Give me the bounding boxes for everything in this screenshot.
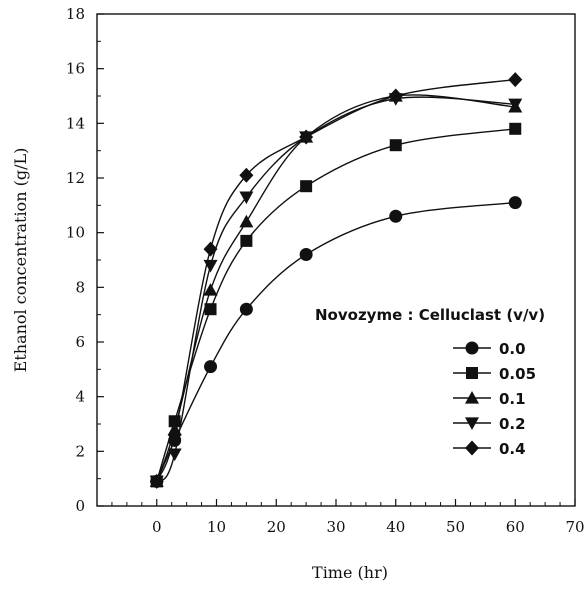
- x-axis-title: Time (hr): [312, 563, 388, 582]
- data-point-0.0: [508, 196, 522, 210]
- legend-marker-0.0: [465, 341, 479, 355]
- data-point-0.0: [389, 209, 403, 223]
- y-tick-label: 4: [75, 388, 85, 406]
- data-point-0.4: [508, 72, 523, 88]
- legend-title: Novozyme : Celluclast (v/v): [315, 306, 545, 324]
- legend-label-0.1: 0.1: [499, 390, 526, 408]
- data-point-0.4: [239, 167, 254, 183]
- y-axis-title: Ethanol concentration (g/L): [11, 148, 30, 373]
- legend-marker-0.2: [465, 417, 479, 430]
- series-line-0.4: [156, 78, 516, 482]
- x-tick-label: 50: [446, 518, 465, 536]
- data-point-0.0: [204, 360, 218, 374]
- y-tick-label: 10: [66, 224, 85, 242]
- axes: [96, 13, 576, 507]
- y-tick-label: 18: [66, 5, 85, 23]
- y-tick-label: 0: [75, 497, 85, 515]
- data-point-0.05: [389, 139, 402, 152]
- legend-label-0.2: 0.2: [499, 415, 526, 433]
- legend-label-0.05: 0.05: [499, 365, 536, 383]
- data-point-0.0: [239, 302, 253, 316]
- data-point-0.1: [239, 214, 254, 228]
- x-tick-label: 10: [207, 518, 226, 536]
- y-tick-label: 6: [75, 333, 85, 351]
- x-tick-label: 60: [506, 518, 525, 536]
- data-point-0.05: [168, 415, 181, 428]
- data-point-0.4: [388, 88, 403, 104]
- data-point-0.0: [299, 248, 313, 262]
- data-point-0.05: [240, 234, 253, 247]
- data-point-0.2: [167, 448, 182, 462]
- data-point-0.4: [299, 129, 314, 145]
- x-tick-label: 40: [386, 518, 405, 536]
- data-point-0.1: [203, 283, 218, 296]
- data-point-0.05: [300, 180, 313, 193]
- tick-labels: 0 10 20 30 40 50 60 70 0 2 4 6 8 10 12 14 16 18: [66, 5, 585, 536]
- data-point-0.2: [203, 259, 218, 273]
- legend-marker-0.1: [465, 391, 479, 404]
- x-tick-label: 30: [326, 518, 345, 536]
- x-tick-label: 70: [565, 518, 584, 536]
- data-point-0.4: [149, 473, 164, 489]
- data-point-0.2: [239, 191, 254, 205]
- data-point-0.05: [204, 303, 217, 316]
- y-tick-label: 16: [66, 60, 85, 78]
- legend-label-0.0: 0.0: [499, 340, 526, 358]
- legend: Novozyme : Celluclast (v/v) 0.0 0.05 0.1 0.…: [315, 306, 545, 458]
- data-point-0.05: [509, 122, 522, 135]
- series-line-0.05: [156, 128, 516, 482]
- data-point-0.4: [167, 427, 182, 443]
- data-point-0.2: [508, 98, 523, 112]
- data-points: [149, 72, 523, 489]
- x-tick-label: 0: [152, 518, 162, 536]
- legend-label-0.4: 0.4: [499, 440, 526, 458]
- y-tick-label: 12: [66, 169, 85, 187]
- x-tick-label: 20: [267, 518, 286, 536]
- data-point-0.4: [203, 241, 218, 257]
- y-tick-label: 8: [75, 278, 85, 296]
- y-tick-label: 14: [66, 114, 85, 132]
- series-lines: [156, 78, 516, 482]
- legend-marker-0.4: [465, 440, 479, 456]
- legend-marker-0.05: [466, 367, 478, 379]
- y-tick-label: 2: [75, 442, 85, 460]
